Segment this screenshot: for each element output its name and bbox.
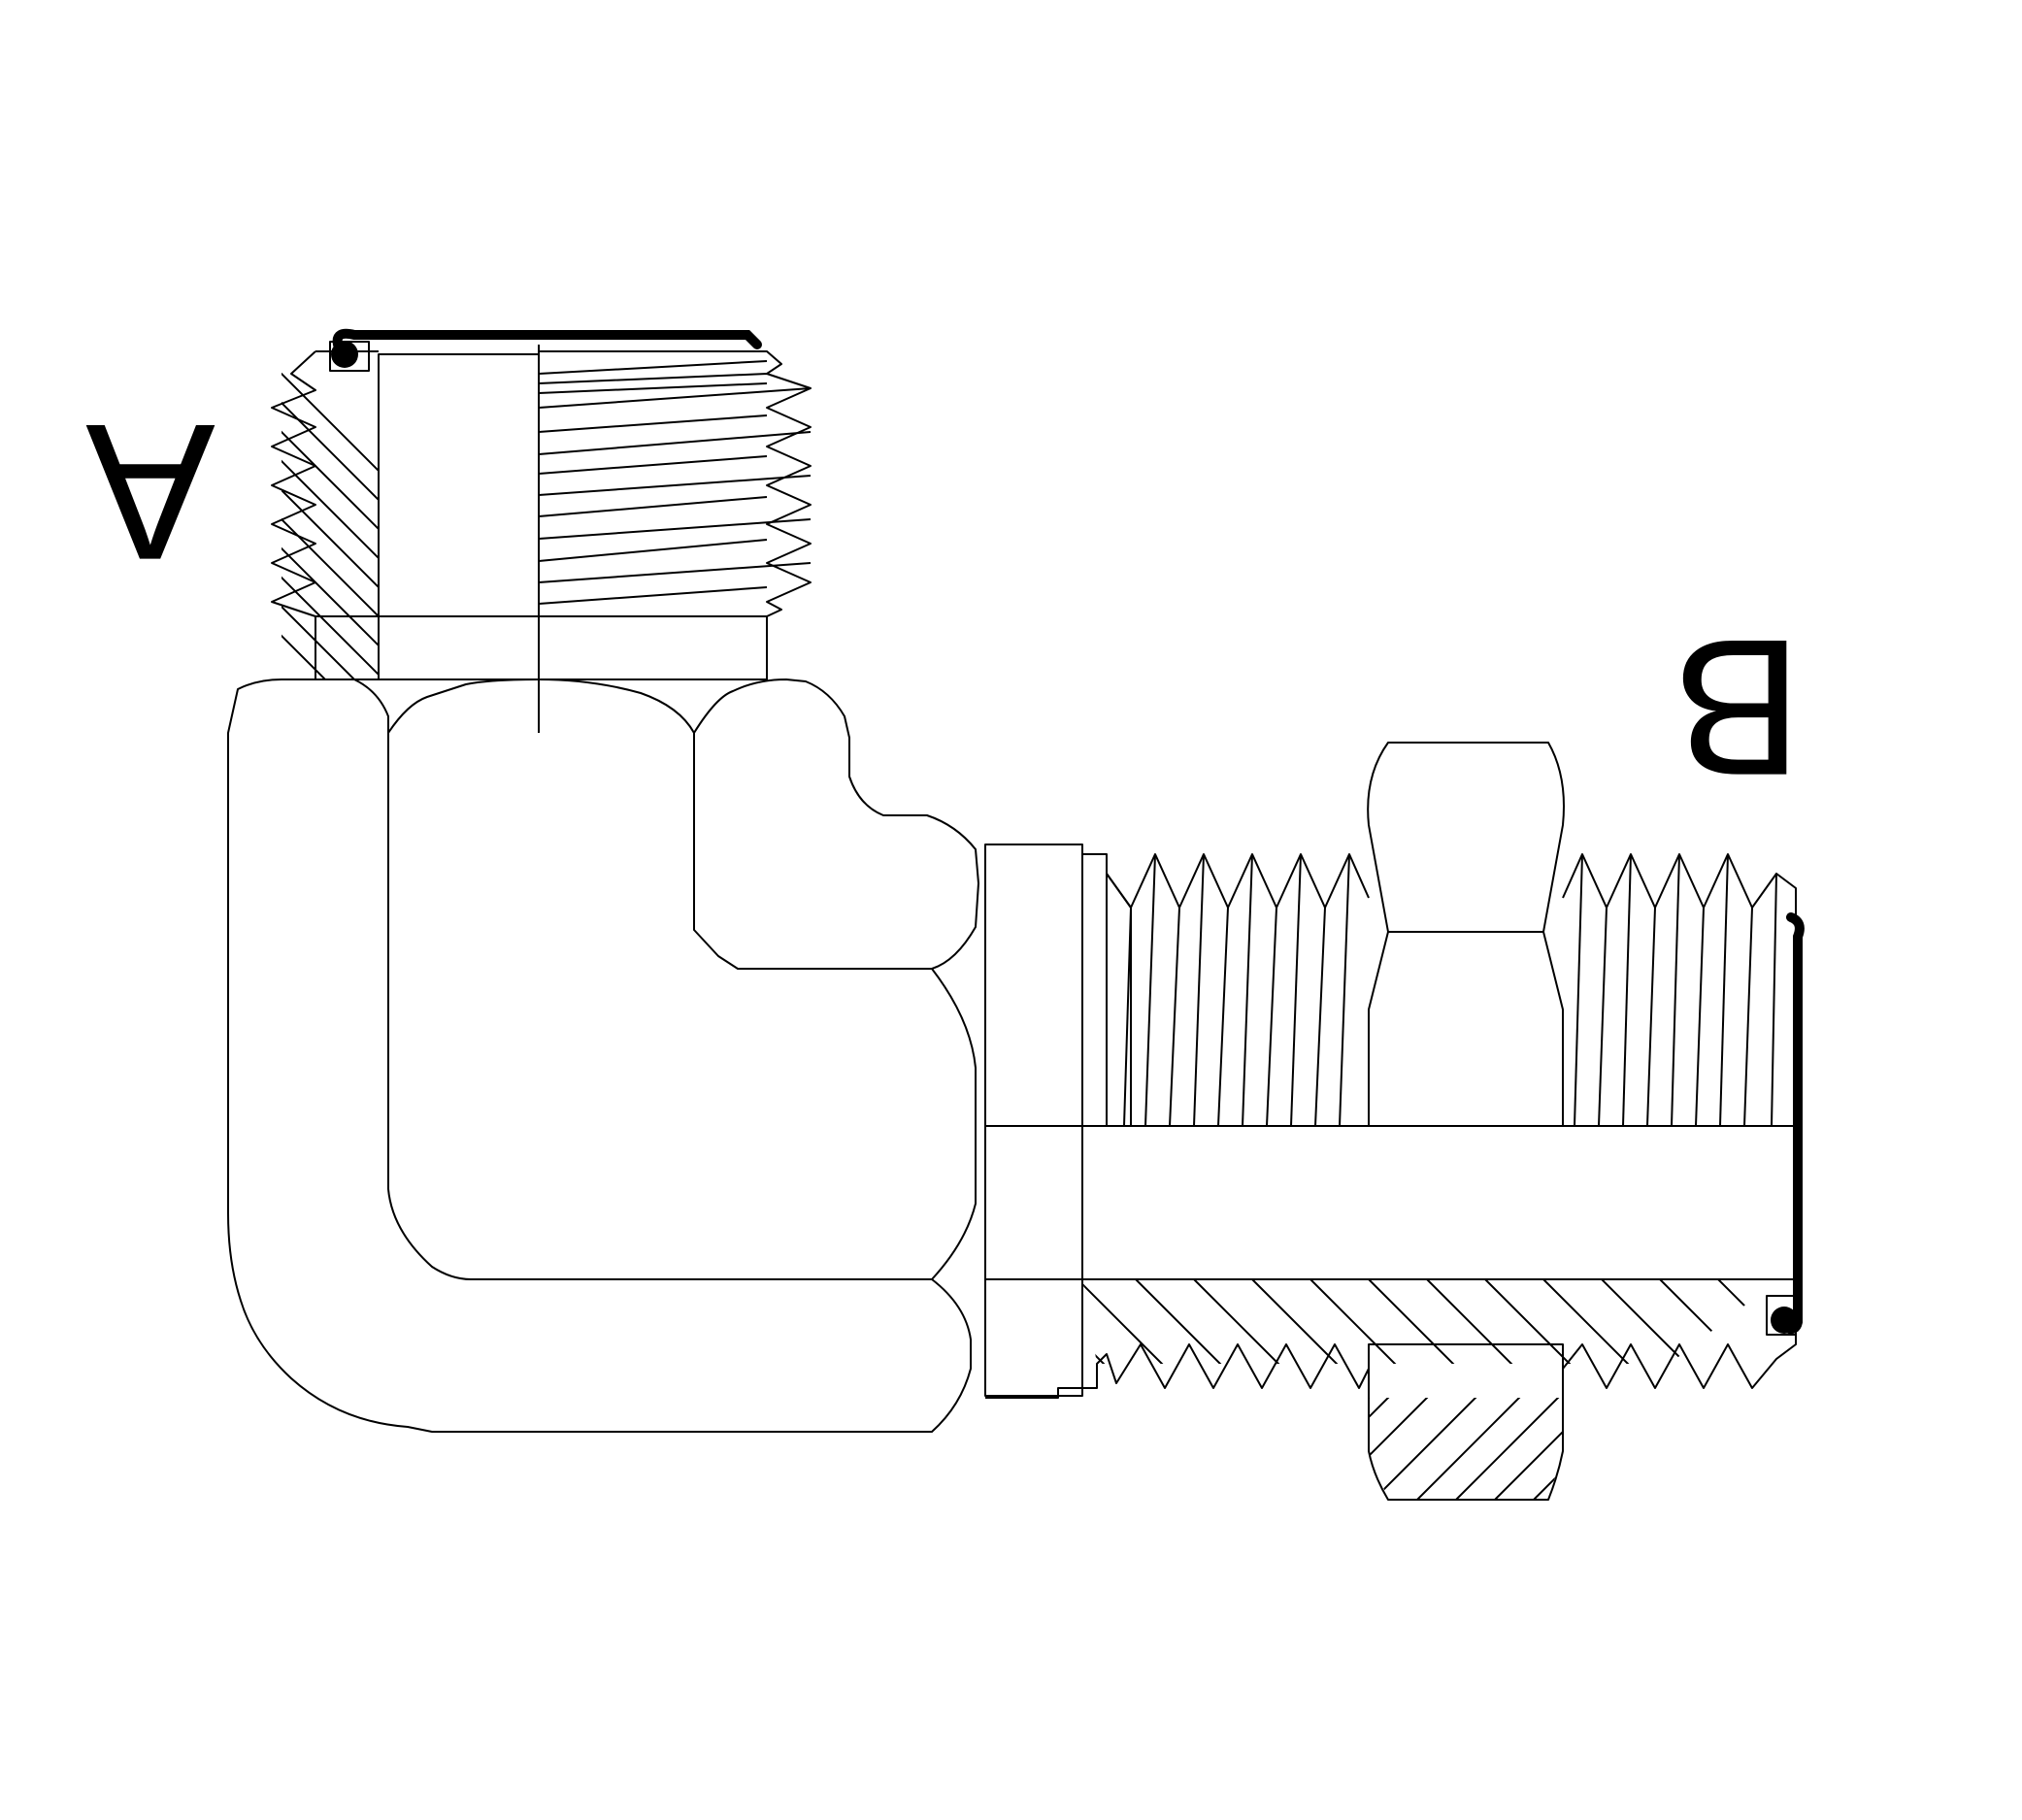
port-b-seal-face xyxy=(1781,912,1805,1335)
port-a-seal-face xyxy=(332,328,762,349)
port-b-stud xyxy=(980,742,1805,1501)
port-a-stud xyxy=(271,328,812,733)
elbow-body xyxy=(227,678,979,1433)
port-a-label: A xyxy=(85,383,215,600)
locknut xyxy=(1367,742,1565,1127)
port-b-label: B xyxy=(1673,599,1802,815)
